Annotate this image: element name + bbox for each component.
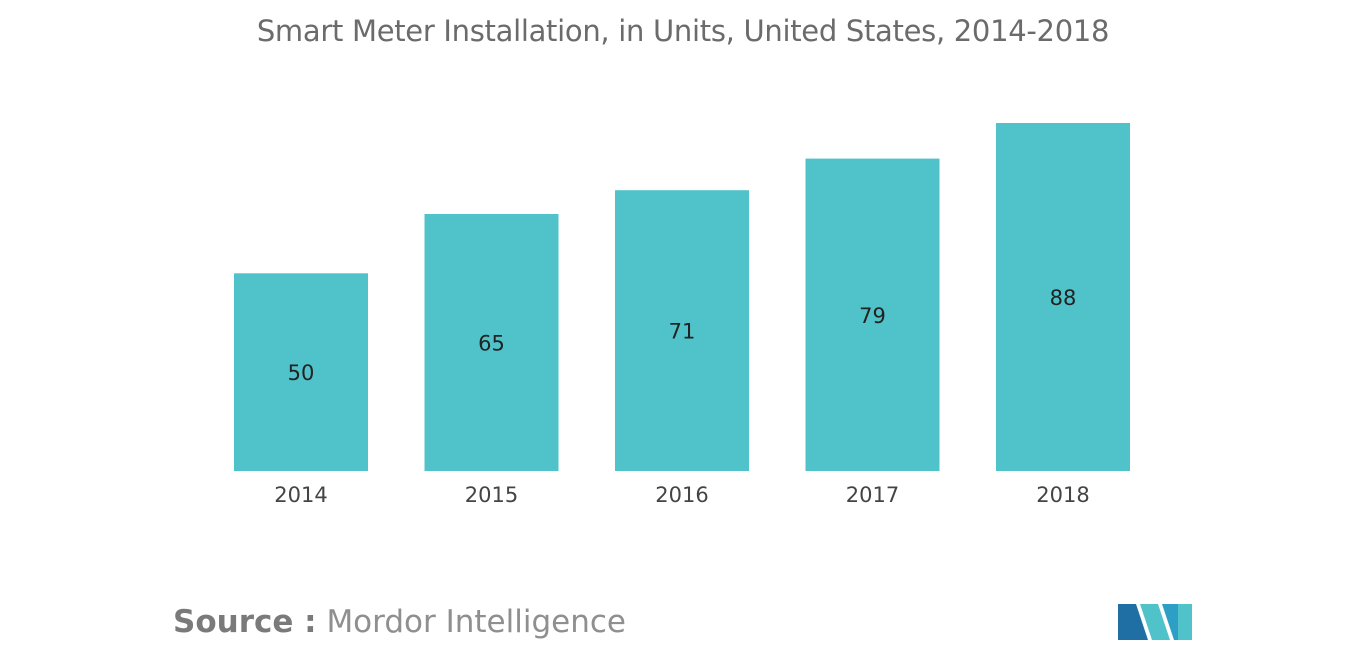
chart-title: Smart Meter Installation, in Units, Unit… [256, 14, 1110, 48]
bar-2018 [996, 123, 1130, 471]
bar-value-label-2018: 88 [1050, 286, 1077, 310]
source-note: Source : Mordor Intelligence [173, 604, 626, 640]
bar-chart: 50 2014 65 2015 71 2016 79 2017 88 2018 [234, 123, 1130, 507]
logo-shape-middle [1140, 604, 1170, 640]
logo-shape-edge [1178, 604, 1192, 640]
logo-shape-left [1118, 604, 1148, 640]
bar-value-label-2017: 79 [859, 304, 886, 328]
bar-value-label-2015: 65 [478, 332, 505, 356]
logo-shape-right [1162, 604, 1178, 640]
bar-value-label-2016: 71 [669, 320, 696, 344]
x-tick-label-2017: 2017 [846, 483, 899, 507]
bar-2015 [424, 214, 559, 471]
bar-2017 [805, 158, 940, 471]
bar-2016 [615, 190, 749, 471]
mordor-intelligence-logo-icon [1118, 604, 1192, 640]
x-tick-label-2018: 2018 [1036, 483, 1089, 507]
x-tick-label-2015: 2015 [465, 483, 518, 507]
x-tick-label-2014: 2014 [274, 483, 327, 507]
source-name: Mordor Intelligence [326, 604, 626, 640]
bar-2014 [234, 273, 368, 471]
source-prefix: Source : [173, 604, 317, 640]
bar-value-label-2014: 50 [288, 361, 315, 385]
x-tick-label-2016: 2016 [655, 483, 708, 507]
